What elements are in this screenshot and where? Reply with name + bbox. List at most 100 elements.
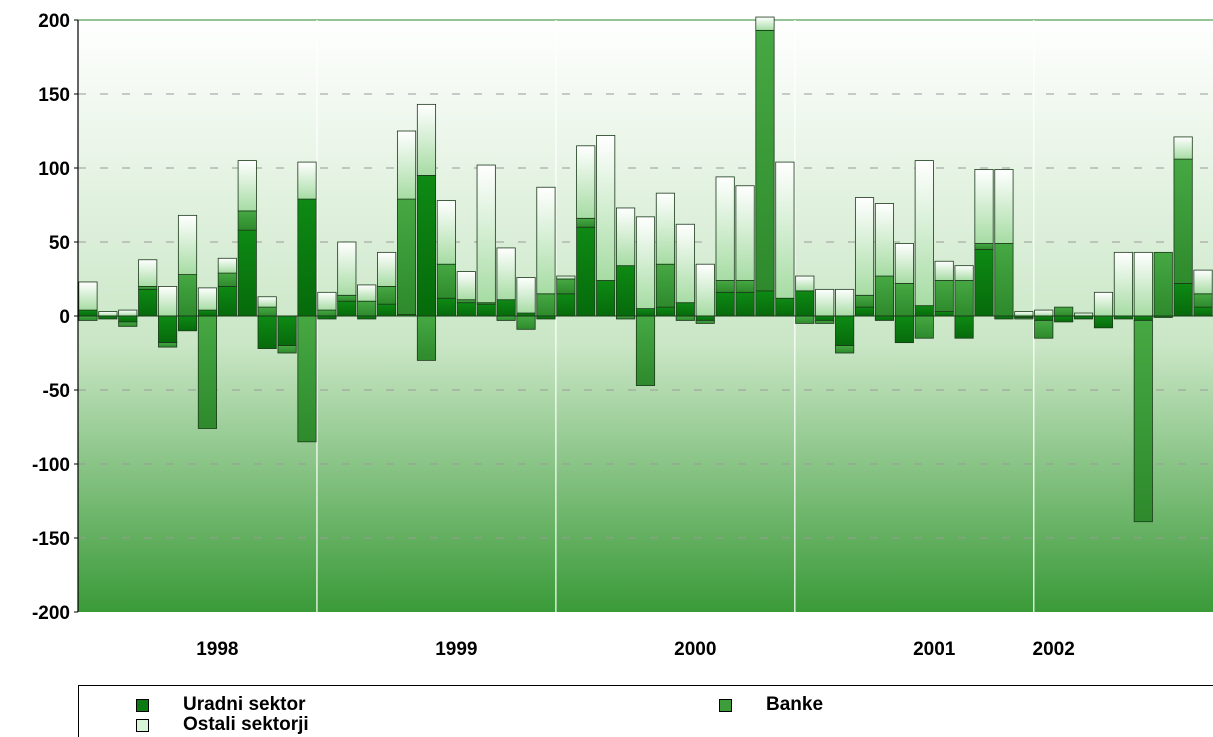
legend-item-uradni: Uradni sektor <box>136 694 305 716</box>
bar-ostali <box>396 130 417 200</box>
bar-ostali <box>755 16 775 31</box>
bar-ostali <box>874 203 895 277</box>
bar-uradni <box>456 302 476 317</box>
bar-uradni <box>655 306 675 317</box>
bar-ostali <box>1093 291 1114 317</box>
bar-banke <box>297 315 317 443</box>
bar-ostali <box>78 281 98 311</box>
bar-banke <box>317 309 337 317</box>
bar-ostali <box>954 265 974 281</box>
y-tick-label: 0 <box>59 307 70 328</box>
y-tick-label: 50 <box>49 233 70 254</box>
bar-uradni <box>775 297 795 317</box>
bar-uradni <box>735 291 755 317</box>
bar-banke <box>456 299 476 304</box>
bar-banke <box>954 280 974 317</box>
y-axis-ticks: 200 150 100 50 0 -50 -100 -150 -200 <box>32 11 78 624</box>
bar-banke <box>914 315 934 339</box>
bar-uradni <box>695 315 715 321</box>
chart-canvas: 200 150 100 50 0 -50 -100 -150 -200 1998 1999 2000… <box>32 11 1213 660</box>
bar-uradni <box>297 198 317 317</box>
bar-ostali <box>894 243 914 284</box>
bar-ostali <box>1034 309 1054 317</box>
bar-uradni <box>476 303 496 317</box>
bar-uradni <box>854 306 875 317</box>
bar-ostali <box>576 145 596 219</box>
bar-banke <box>197 315 217 429</box>
bar-ostali <box>496 247 516 301</box>
bar-ostali <box>476 164 496 304</box>
legend-label-ostali: Ostali sektorji <box>183 714 309 735</box>
bar-banke <box>377 285 397 305</box>
bar-ostali <box>795 275 815 292</box>
bar-uradni <box>596 280 616 317</box>
bar-banke <box>894 283 914 317</box>
bar-ostali <box>217 257 237 274</box>
y-tick-label: -100 <box>32 455 70 476</box>
bar-uradni <box>874 315 895 321</box>
bar-ostali <box>675 223 695 304</box>
bar-uradni <box>914 305 934 317</box>
bar-banke <box>1173 158 1193 284</box>
bar-ostali <box>177 214 198 275</box>
bar-banke <box>755 29 775 292</box>
legend: Uradni sektor Ostali sektorji Banke <box>78 685 1213 737</box>
legend-label-uradni: Uradni sektor <box>183 694 306 715</box>
bar-banke <box>695 320 715 324</box>
bar-ostali <box>138 259 158 287</box>
bar-uradni <box>158 315 178 344</box>
bar-ostali <box>536 186 556 295</box>
bar-ostali <box>695 263 715 317</box>
bar-banke <box>974 243 994 250</box>
y-tick-label: -150 <box>32 529 70 550</box>
bar-uradni <box>197 309 217 317</box>
bar-banke <box>795 315 815 324</box>
bar-ostali <box>377 251 397 287</box>
bar-uradni <box>1133 315 1153 321</box>
bar-uradni <box>277 315 297 347</box>
bar-uradni <box>337 300 357 317</box>
bar-ostali <box>854 197 875 296</box>
bar-banke <box>576 217 596 228</box>
bar-ostali <box>715 176 735 281</box>
legend-item-ostali: Ostali sektorji <box>136 714 309 736</box>
bar-banke <box>1014 317 1034 320</box>
bar-uradni <box>1034 315 1054 321</box>
bar-ostali <box>556 275 576 280</box>
bar-ostali <box>835 288 855 317</box>
bar-ostali <box>158 285 178 317</box>
y-tick-label: 150 <box>38 85 70 106</box>
bar-uradni <box>755 290 775 317</box>
bar-ostali <box>1133 251 1153 317</box>
bar-banke <box>416 315 437 361</box>
bar-uradni <box>78 309 98 317</box>
bar-ostali <box>257 296 277 308</box>
bar-ostali <box>436 200 456 265</box>
bar-banke <box>277 345 297 354</box>
bar-ostali <box>1014 311 1034 317</box>
bar-uradni <box>954 315 974 339</box>
bar-uradni <box>257 315 277 349</box>
bar-ostali <box>655 192 675 265</box>
gridlines <box>78 19 1213 539</box>
year-label-2000: 2000 <box>674 639 716 660</box>
bar-uradni <box>795 290 815 317</box>
bar-uradni <box>118 315 138 323</box>
bar-banke <box>675 315 695 321</box>
bar-ostali <box>98 311 118 317</box>
bar-banke <box>635 315 656 386</box>
bar-banke <box>655 263 675 308</box>
bar-ostali <box>914 160 934 307</box>
bar-uradni <box>934 311 954 317</box>
bar-banke <box>1034 320 1054 339</box>
bar-uradni <box>217 285 237 317</box>
x-axis-year-labels: 1998 1999 2000 2001 2002 <box>196 639 1075 660</box>
bar-uradni <box>1054 315 1074 323</box>
bar-uradni <box>177 315 198 332</box>
y-tick-label: -50 <box>43 381 70 402</box>
bar-banke <box>158 342 178 348</box>
legend-label-banke: Banke <box>766 694 824 715</box>
bar-ostali <box>237 160 257 212</box>
bar-uradni <box>894 315 914 344</box>
bar-ostali <box>735 185 755 281</box>
